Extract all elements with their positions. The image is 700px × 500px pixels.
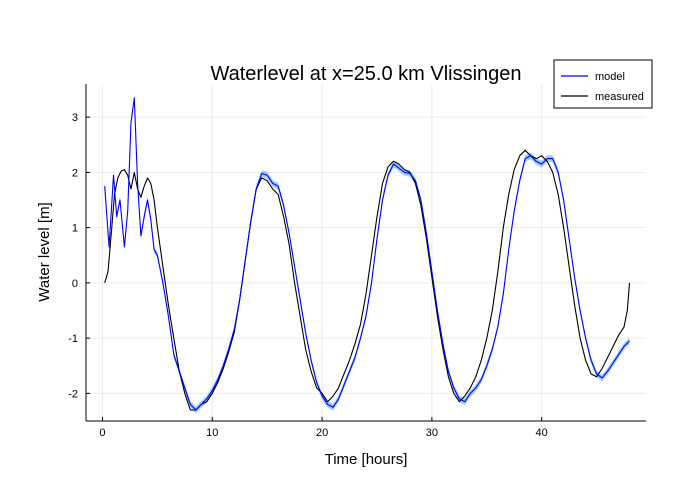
x-axis-ticks: 0 10 20 30 40 — [99, 417, 548, 439]
chart-title: Waterlevel at x=25.0 km Vlissingen — [210, 63, 521, 85]
y-axis-label: Water level [m] — [36, 202, 53, 301]
series-line-model — [104, 97, 630, 411]
y-axis-ticks: -2 -1 0 1 2 3 — [68, 112, 90, 400]
x-tick-label: 40 — [536, 427, 548, 439]
legend-box — [553, 59, 653, 109]
legend-label-measured: measured — [595, 91, 644, 103]
y-tick-label: -1 — [68, 333, 78, 345]
x-tick-label: 30 — [426, 427, 438, 439]
y-tick-label: 0 — [72, 278, 78, 290]
axes — [85, 84, 646, 422]
y-tick-label: 3 — [72, 112, 78, 124]
x-tick-label: 10 — [206, 427, 218, 439]
x-tick-label: 20 — [316, 427, 328, 439]
model-band — [104, 94, 630, 414]
x-tick-label: 0 — [99, 427, 105, 439]
model-uncertainty-band — [104, 94, 630, 414]
series-line-measured — [104, 149, 631, 411]
y-tick-label: 2 — [72, 167, 78, 179]
series-lines — [104, 97, 631, 411]
y-tick-label: 1 — [72, 223, 78, 235]
grid — [86, 84, 646, 421]
x-axis-label: Time [hours] — [325, 451, 408, 468]
legend: model measured — [553, 59, 653, 109]
y-tick-label: -2 — [68, 388, 78, 400]
legend-label-model: model — [595, 71, 625, 83]
